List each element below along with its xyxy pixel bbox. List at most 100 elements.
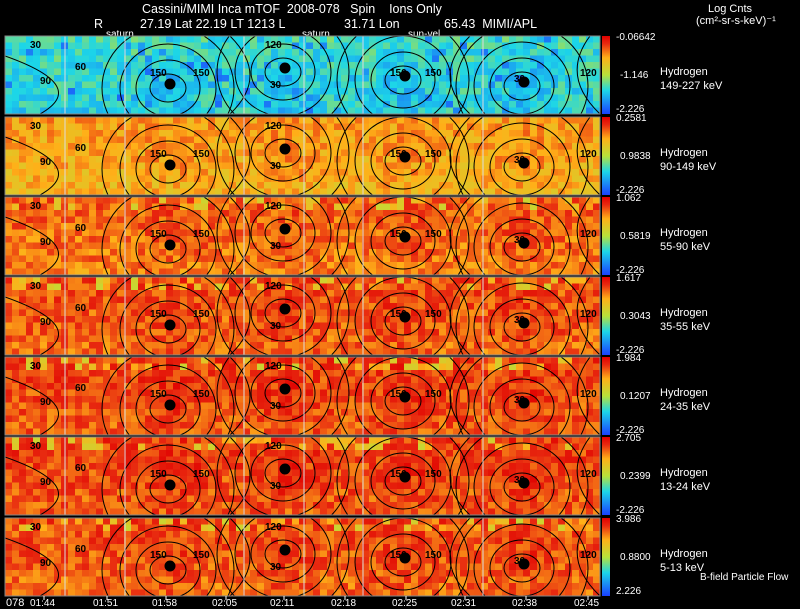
- panel-frame: [4, 356, 601, 436]
- heatmap-panel: 30 90 60 150 150 30 120 150 150 30 120: [4, 436, 610, 516]
- heatmap-row: [5, 576, 600, 584]
- heatmap-row: [5, 335, 600, 343]
- planet-dot: [518, 76, 530, 88]
- contour-arc: [229, 36, 251, 114]
- contour-ring: [149, 314, 187, 344]
- contour-ring: [250, 444, 316, 502]
- colorbar: [602, 117, 610, 195]
- heatmap-row: [5, 316, 600, 323]
- colorbar: [602, 36, 610, 114]
- contour-ring: [234, 437, 332, 515]
- misc-info: 65.43 MIMI/APL: [444, 17, 538, 31]
- contour-ring: [384, 466, 422, 496]
- contour-ring: [489, 539, 555, 596]
- contour-label: 30: [30, 361, 42, 372]
- heatmap-row: [5, 476, 600, 483]
- contour-lines: [5, 437, 600, 515]
- planet-dot: [518, 477, 530, 489]
- species-label: Hydrogen: [660, 307, 708, 319]
- contour-arc: [229, 437, 251, 515]
- contour-ring: [473, 442, 571, 515]
- heatmap-row: [5, 175, 600, 183]
- contour-label: 150: [193, 389, 210, 400]
- contour-arc: [576, 357, 600, 435]
- contour-label: 30: [30, 201, 42, 212]
- heatmap-row: [5, 81, 600, 89]
- contour-ring: [119, 284, 217, 355]
- contour-ring: [473, 41, 571, 114]
- heatmap-row: [5, 563, 600, 571]
- heatmap-row: [5, 42, 600, 50]
- panel-frame: [4, 436, 601, 516]
- heatmap-row: [5, 396, 600, 403]
- contour-arc: [229, 518, 251, 596]
- colorbar: [602, 197, 610, 275]
- contour-label: 60: [75, 143, 87, 154]
- contour-ring: [264, 57, 302, 87]
- contour-ring: [119, 204, 217, 275]
- contour-ring: [473, 202, 571, 275]
- colorbar-min-label: -2.226: [616, 425, 645, 436]
- heatmap-panel: 30 90 60 150 150 30 120 150 150 30 120: [4, 196, 610, 276]
- contour-label: 90: [40, 558, 52, 569]
- heatmap-row: [5, 242, 600, 250]
- sun-vel-marker: sun-vel: [408, 29, 441, 40]
- heatmap-row: [5, 537, 600, 545]
- species-label: Hydrogen: [660, 548, 708, 560]
- contour-arc: [5, 296, 60, 355]
- heatmap-row: [5, 383, 600, 390]
- heatmap-row: [5, 428, 600, 435]
- heatmap-row: [5, 524, 600, 532]
- planet-dot: [164, 560, 176, 572]
- contour-label: 120: [265, 40, 282, 51]
- contour-ring: [473, 362, 571, 435]
- colorbar-max-label: 1.984: [616, 353, 642, 364]
- heatmap-row: [5, 182, 600, 189]
- colorbar-mid-label: 0.8800: [620, 552, 651, 563]
- heatmap-row: [5, 296, 600, 304]
- panel-frame: [4, 35, 601, 115]
- contour-ring: [101, 36, 235, 114]
- colorbar: [602, 277, 610, 355]
- contour-ring: [489, 298, 555, 355]
- colorbar: [602, 437, 610, 515]
- contour-ring: [216, 36, 350, 114]
- contour-ring: [119, 444, 217, 515]
- energy-range-label: 24-35 keV: [660, 401, 711, 413]
- energy-range-label: 149-227 keV: [660, 80, 723, 92]
- heatmap-panel: 30 90 60 150 150 30 120 150 150 30 120: [4, 517, 610, 597]
- contour-label: 30: [270, 321, 282, 332]
- contour-ring: [370, 533, 436, 591]
- heatmap-row: [5, 482, 600, 490]
- colorbar-min-label: -2.226: [616, 104, 645, 115]
- contour-ring: [354, 277, 452, 355]
- contour-ring: [336, 197, 470, 275]
- colorbar: [602, 357, 610, 435]
- contour-ring: [216, 518, 350, 596]
- contour-label: 150: [390, 149, 407, 160]
- contour-ring: [119, 124, 217, 195]
- contour-label: 150: [150, 389, 167, 400]
- contour-ring: [370, 212, 436, 270]
- contour-ring: [135, 380, 201, 435]
- contour-ring: [473, 523, 571, 596]
- contour-ring: [101, 518, 235, 596]
- contour-ring: [216, 197, 350, 275]
- contour-ring: [119, 43, 217, 114]
- time-tick-label: 02:38: [512, 598, 538, 609]
- contour-label: 150: [390, 68, 407, 79]
- contour-ring: [250, 204, 316, 262]
- contour-arc: [576, 518, 600, 596]
- contour-ring: [264, 218, 302, 248]
- contour-ring: [264, 378, 302, 408]
- contour-label: 150: [390, 389, 407, 400]
- contour-ring: [234, 117, 332, 195]
- contour-ring: [370, 292, 436, 350]
- contour-label: 90: [40, 76, 52, 87]
- heatmap-row: [5, 136, 600, 144]
- contour-label: 120: [265, 281, 282, 292]
- contour-ring: [101, 277, 235, 355]
- species-label: Hydrogen: [660, 147, 708, 159]
- contour-ring: [135, 541, 201, 596]
- planet-dot: [399, 151, 411, 163]
